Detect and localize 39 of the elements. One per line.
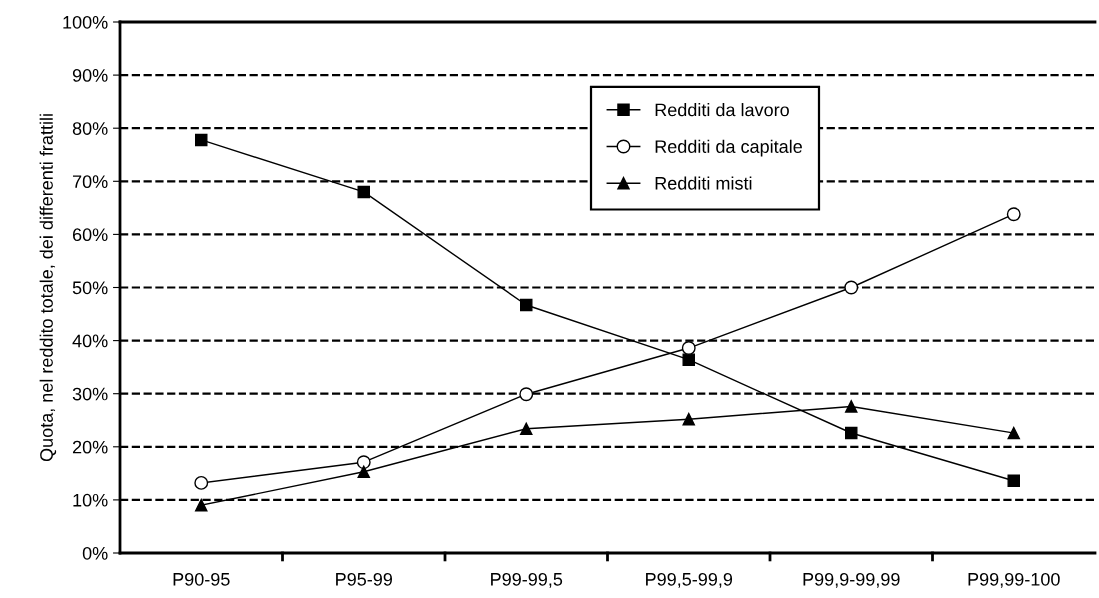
point [1007,426,1021,440]
legend-label: Redditi da capitale [655,139,802,157]
x-tick-label: P99-99,5 [491,572,563,588]
point [194,498,208,512]
point [1007,474,1021,488]
y-tick-label: 60% [72,228,108,242]
point [519,422,533,435]
x-tick-label: P99,9-99,99 [803,572,900,588]
x-tick-label: P95-99 [336,572,393,586]
point [194,475,209,490]
point [1006,207,1021,222]
point [519,387,534,402]
y-tick-label: 40% [72,334,108,348]
point [682,353,696,366]
y-tick-label: 90% [72,69,108,82]
legend-label: Redditi misti [655,176,752,190]
point [682,412,696,426]
y-tick-label: 100% [63,15,108,29]
y-tick-label: 20% [72,440,108,454]
point [844,400,858,413]
y-tick-label: 10% [73,493,108,507]
x-tick-label: P99,5-99,9 [646,572,733,588]
point [681,341,696,355]
point [519,298,533,312]
y-axis-title: Quota, nel reddito totale, dei differenti frattili [39,114,57,462]
y-tick-label: 80% [72,122,108,135]
point [357,185,371,199]
y-tick-label: 30% [72,387,108,401]
y-tick-label: 0% [82,546,108,560]
point [844,280,859,295]
y-tick-label: 50% [72,281,108,295]
point [356,455,371,470]
point [194,133,208,147]
point [357,465,371,479]
x-tick-label: P99,99-100 [968,572,1060,588]
y-tick-label: 70% [72,175,108,189]
point [844,426,858,440]
legend-label: Redditi da lavoro [655,103,789,117]
x-tick-label: P90-95 [173,572,230,586]
